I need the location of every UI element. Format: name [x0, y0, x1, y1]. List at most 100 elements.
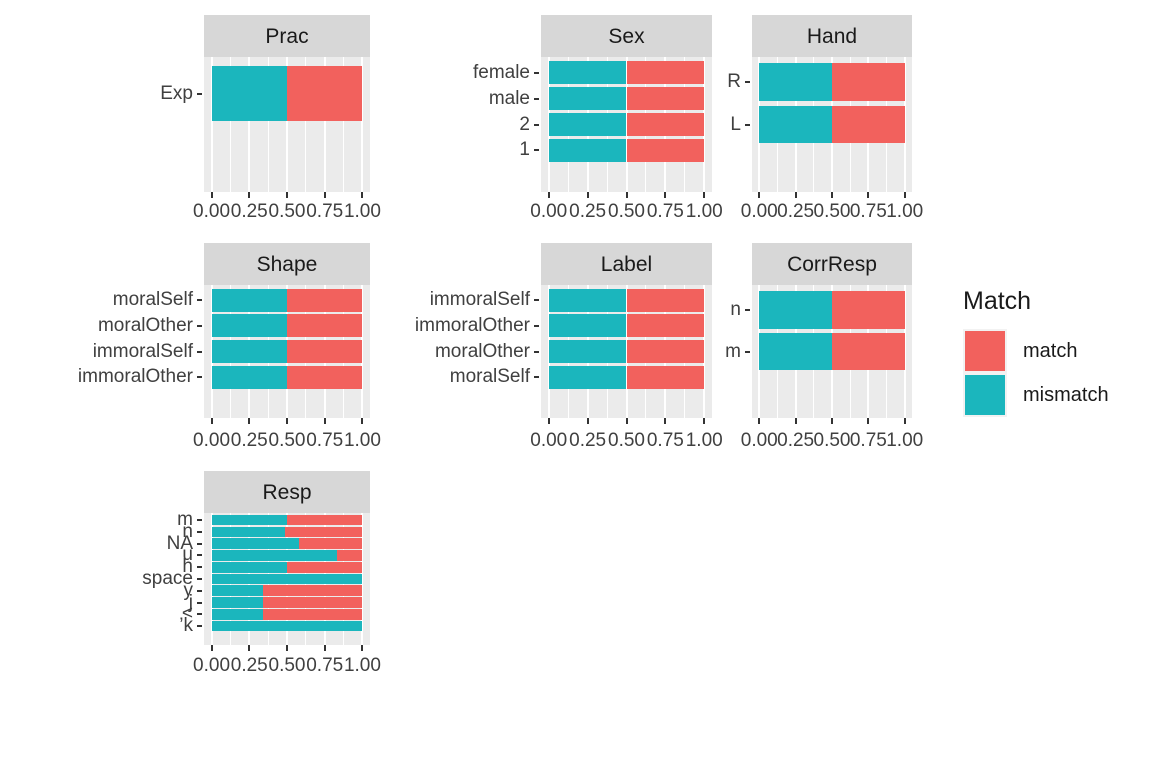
y-axis-label: 2: [519, 113, 530, 135]
x-axis-tick-label: 0.00: [740, 430, 778, 451]
bar-segment-match: [262, 597, 363, 608]
y-axis-label: moralSelf: [112, 289, 193, 311]
facet-strip-title: Prac: [265, 24, 309, 48]
bar-segment-mismatch: [548, 365, 627, 389]
y-axis-tick: [197, 530, 202, 533]
x-axis-tick: [794, 192, 797, 198]
gridline-minor: [267, 57, 269, 192]
facet-strip-title: Hand: [806, 24, 858, 48]
gridline-major: [703, 285, 706, 418]
y-axis-label: NA: [166, 532, 193, 554]
y-axis-label: moralSelf: [449, 366, 530, 388]
y-axis-label: h: [182, 556, 193, 578]
facet-strip-sex: Sex: [541, 15, 712, 57]
bar-segment-match: [262, 585, 363, 597]
x-axis-tick: [831, 192, 833, 198]
bar-segment-match: [832, 105, 905, 144]
bar-segment-mismatch: [211, 526, 286, 538]
bar-segment-match: [336, 550, 363, 561]
bar-segment-match: [626, 288, 705, 312]
y-axis-label: immoralOther: [414, 314, 530, 336]
x-axis-tick-label: 0.00: [193, 201, 231, 222]
bar-segment-match: [287, 339, 363, 363]
x-axis-tick-label: 1.00: [685, 201, 723, 222]
gridline-major: [210, 57, 213, 192]
x-axis-tick-label: 0.75: [646, 430, 684, 451]
facet-strip-hand: Hand: [752, 15, 912, 57]
bar-segment-match: [626, 86, 705, 111]
x-axis-tick: [625, 418, 628, 424]
y-axis-tick: [197, 601, 202, 604]
x-axis-tick-label: 0.25: [230, 655, 268, 676]
bar-segment-mismatch: [759, 291, 832, 329]
facet-strip-title: Shape: [256, 252, 318, 276]
y-axis-tick: [197, 324, 202, 327]
gridline-minor: [229, 57, 231, 192]
x-axis-tick: [703, 192, 706, 198]
bar-segment-mismatch: [211, 339, 287, 363]
bar-segment-mismatch: [211, 561, 287, 573]
x-axis-tick: [547, 192, 550, 198]
y-axis-label: moralOther: [97, 314, 193, 336]
x-axis-tick: [703, 418, 706, 424]
x-axis-tick: [361, 645, 364, 651]
bar-segment-match: [832, 63, 905, 102]
gridline-major: [361, 285, 364, 418]
y-axis-tick: [534, 71, 539, 74]
bar-segment-mismatch: [548, 288, 627, 312]
y-axis-tick: [197, 299, 202, 302]
x-axis-tick: [323, 192, 326, 198]
y-axis-tick: [745, 81, 750, 84]
x-axis-tick: [758, 192, 761, 198]
x-axis-tick-label: 0.50: [268, 201, 306, 222]
x-axis-tick: [794, 418, 797, 424]
x-axis-tick: [210, 192, 213, 198]
bar-segment-mismatch: [211, 609, 263, 620]
y-axis-label: m: [725, 340, 741, 362]
bar-segment-match: [626, 112, 705, 137]
y-axis-label: immoralOther: [77, 366, 193, 388]
bar-segment-match: [626, 339, 705, 363]
bar-segment-match: [626, 60, 705, 85]
x-axis-tick-label: 0.00: [193, 430, 231, 451]
bar-segment-mismatch: [211, 550, 337, 561]
x-axis-tick: [286, 418, 288, 424]
bar-segment-match: [832, 332, 905, 371]
facet-strip-prac: Prac: [204, 15, 370, 57]
y-axis-label: immoralSelf: [92, 340, 193, 362]
x-axis-tick-label: 0.25: [569, 201, 607, 222]
bar-segment-mismatch: [211, 585, 263, 597]
bar-segment-mismatch: [759, 105, 832, 144]
plot-area-label: [541, 285, 712, 418]
bar-segment-match: [285, 526, 363, 538]
x-axis-tick: [903, 418, 906, 424]
gridline-major: [361, 57, 364, 192]
x-axis-tick-label: 1.00: [886, 201, 924, 222]
bar-segment-match: [626, 314, 705, 338]
y-axis-label: m: [177, 509, 193, 531]
bar-segment-match: [626, 138, 705, 163]
gridline-major: [903, 57, 906, 192]
x-axis-tick-label: 0.50: [813, 430, 851, 451]
y-axis-label: j: [188, 591, 193, 613]
x-axis-tick: [867, 192, 870, 198]
y-axis-tick: [745, 308, 750, 311]
x-axis-tick-label: 0.00: [530, 201, 568, 222]
y-axis-tick: [745, 123, 750, 126]
bar-segment-mismatch: [548, 314, 627, 338]
bar-segment-mismatch: [548, 86, 627, 111]
x-axis-tick-label: 0.75: [646, 201, 684, 222]
x-axis-tick-label: 0.00: [740, 201, 778, 222]
y-axis-label: male: [488, 87, 530, 109]
facet-strip-label: Label: [541, 243, 712, 285]
legend: Match match mismatch: [963, 288, 1109, 417]
x-axis-tick: [903, 192, 906, 198]
x-axis-tick-label: 0.25: [230, 201, 268, 222]
y-axis-tick: [197, 625, 202, 628]
y-axis-tick: [197, 350, 202, 353]
x-axis-tick-label: 0.50: [608, 430, 645, 451]
y-axis-tick: [534, 324, 539, 327]
x-axis-tick: [286, 645, 288, 651]
y-axis-tick: [197, 519, 202, 522]
x-axis-tick-label: 1.00: [886, 430, 924, 451]
